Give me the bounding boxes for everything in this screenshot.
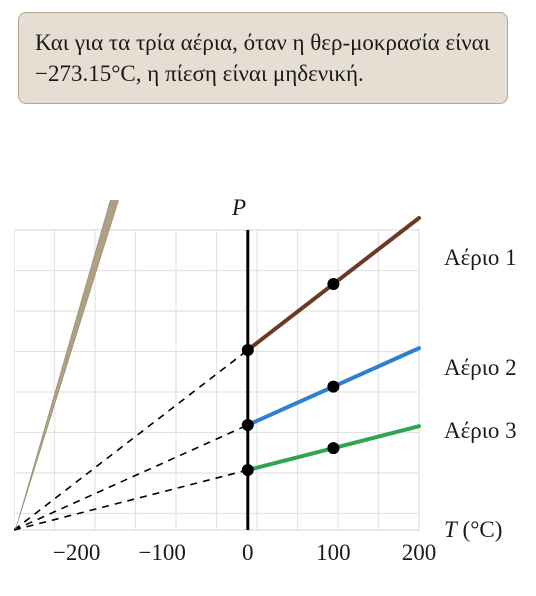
series-label-1: Αέριο 1 <box>444 245 517 271</box>
chart-container: P T (°C) Αέριο 1 Αέριο 2 Αέριο 3 −200−10… <box>14 200 522 580</box>
x-tick: −200 <box>47 540 107 566</box>
y-axis-label: P <box>232 195 246 221</box>
x-tick: −100 <box>132 540 192 566</box>
x-tick: 100 <box>303 540 363 566</box>
callout-box: Και για τα τρία αέρια, όταν η θερ-μοκρασ… <box>18 12 508 104</box>
series-label-3: Αέριο 3 <box>444 418 517 444</box>
x-tick: 200 <box>389 540 449 566</box>
series-label-2: Αέριο 2 <box>444 355 517 381</box>
x-tick: 0 <box>218 540 278 566</box>
callout-text: Και για τα τρία αέρια, όταν η θερ-μοκρασ… <box>35 30 490 86</box>
x-axis-label: T (°C) <box>444 517 502 543</box>
